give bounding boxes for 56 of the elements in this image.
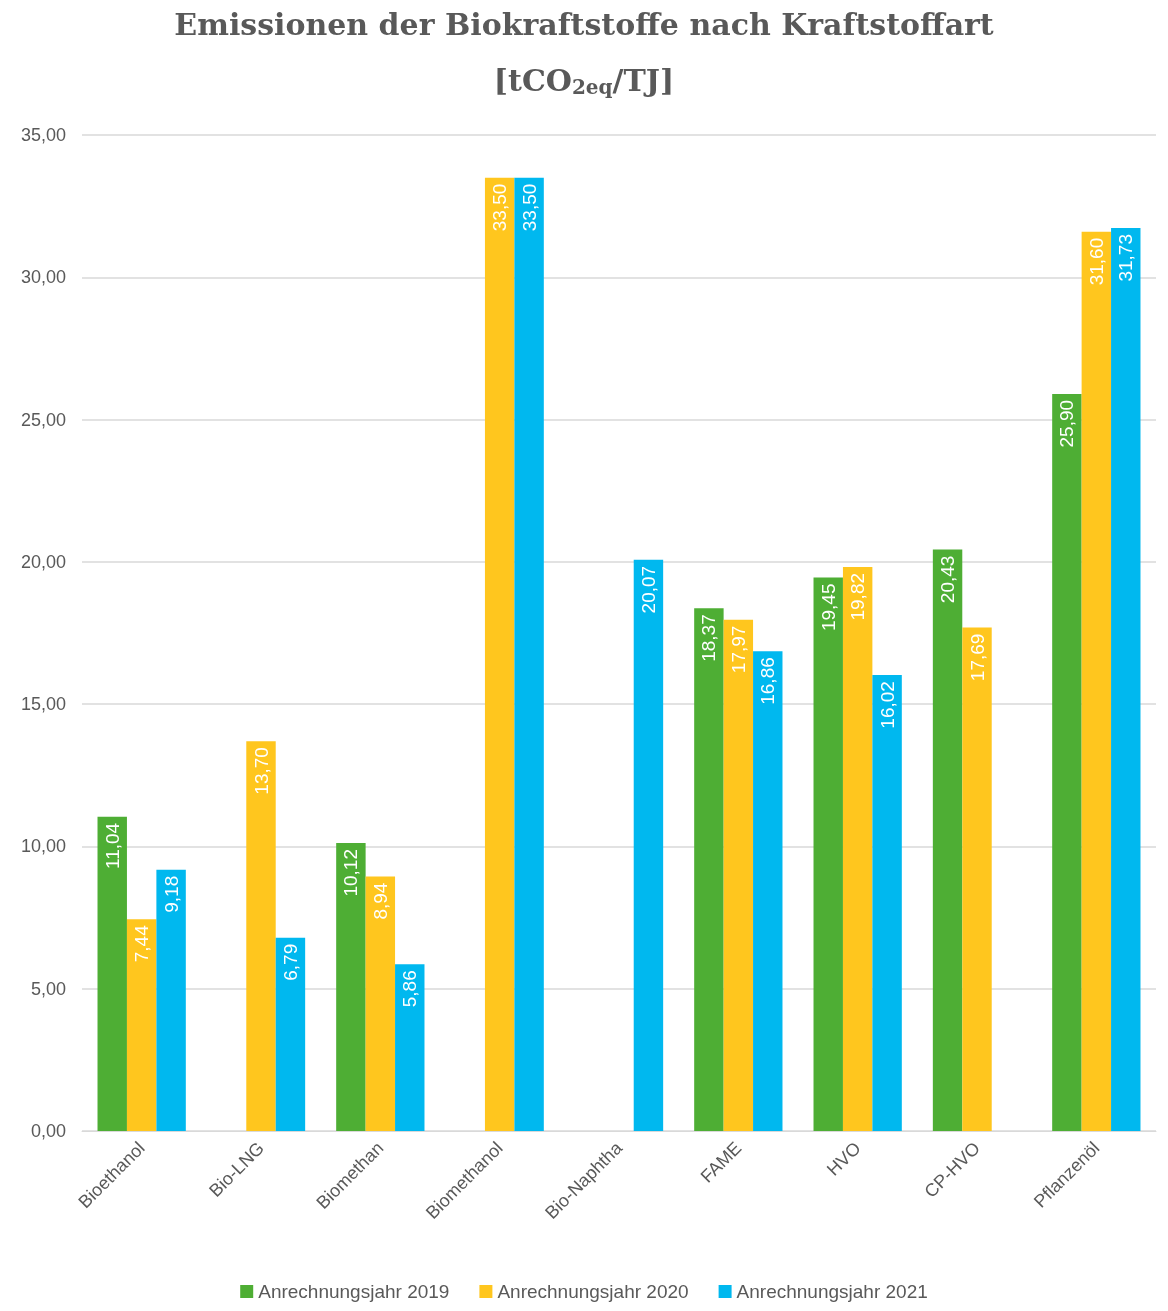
legend-label: Anrechnungsjahr 2021 (736, 1281, 928, 1302)
data-label: 19,45 (817, 583, 839, 632)
data-label: 13,70 (250, 747, 272, 795)
bar (514, 177, 544, 1131)
data-label: 17,97 (727, 625, 749, 674)
data-label: 33,50 (518, 183, 540, 232)
data-label: 20,07 (637, 565, 659, 614)
y-tick-label: 15,00 (20, 694, 66, 715)
data-label: 11,04 (101, 822, 123, 869)
legend-label: Anrechnungsjahr 2019 (258, 1281, 450, 1302)
data-label: 16,02 (876, 681, 898, 729)
bar (336, 843, 366, 1131)
bar (97, 816, 127, 1131)
bar (365, 876, 396, 1131)
data-label: 7,44 (131, 924, 153, 963)
data-label: 17,69 (966, 633, 988, 682)
bar (842, 566, 873, 1131)
bar (1081, 231, 1112, 1131)
data-label: 33,50 (489, 183, 511, 232)
y-tick-label: 30,00 (20, 267, 66, 288)
data-label: 19,82 (847, 572, 869, 621)
bar (753, 651, 783, 1131)
bar (813, 577, 843, 1131)
bar (694, 608, 724, 1131)
data-label: 6,79 (279, 943, 301, 981)
bar (126, 919, 157, 1131)
bar (962, 627, 992, 1131)
y-tick-label: 25,00 (20, 409, 66, 430)
data-label: 5,86 (399, 970, 421, 1008)
bar (275, 937, 306, 1131)
y-tick-label: 10,00 (20, 836, 66, 857)
bar (723, 619, 754, 1131)
y-tick-label: 0,00 (30, 1121, 66, 1141)
legend-label: Anrechnungsjahr 2020 (497, 1281, 689, 1302)
data-label: 9,18 (160, 875, 182, 913)
bar (1052, 393, 1082, 1131)
y-tick-label: 20,00 (20, 551, 66, 572)
bar (484, 177, 515, 1131)
chart-title: Emissionen der Biokraftstoffe nach Kraftstoffart (174, 6, 994, 42)
y-tick-label: 5,00 (30, 978, 66, 999)
data-label: 20,43 (937, 555, 959, 604)
bar (246, 741, 276, 1131)
bar (872, 675, 902, 1131)
data-label: 18,37 (698, 614, 720, 662)
bar (156, 869, 186, 1131)
data-label: 16,86 (757, 657, 779, 705)
data-label: 8,94 (369, 882, 391, 920)
data-label: 25,90 (1056, 399, 1078, 448)
data-label: 31,73 (1115, 234, 1137, 282)
data-label: 31,60 (1085, 237, 1107, 286)
bar (1111, 228, 1141, 1131)
bar (395, 964, 425, 1131)
bar (932, 549, 963, 1131)
bar (633, 559, 664, 1131)
data-label: 10,12 (340, 849, 362, 897)
y-tick-label: 35,00 (20, 125, 66, 145)
